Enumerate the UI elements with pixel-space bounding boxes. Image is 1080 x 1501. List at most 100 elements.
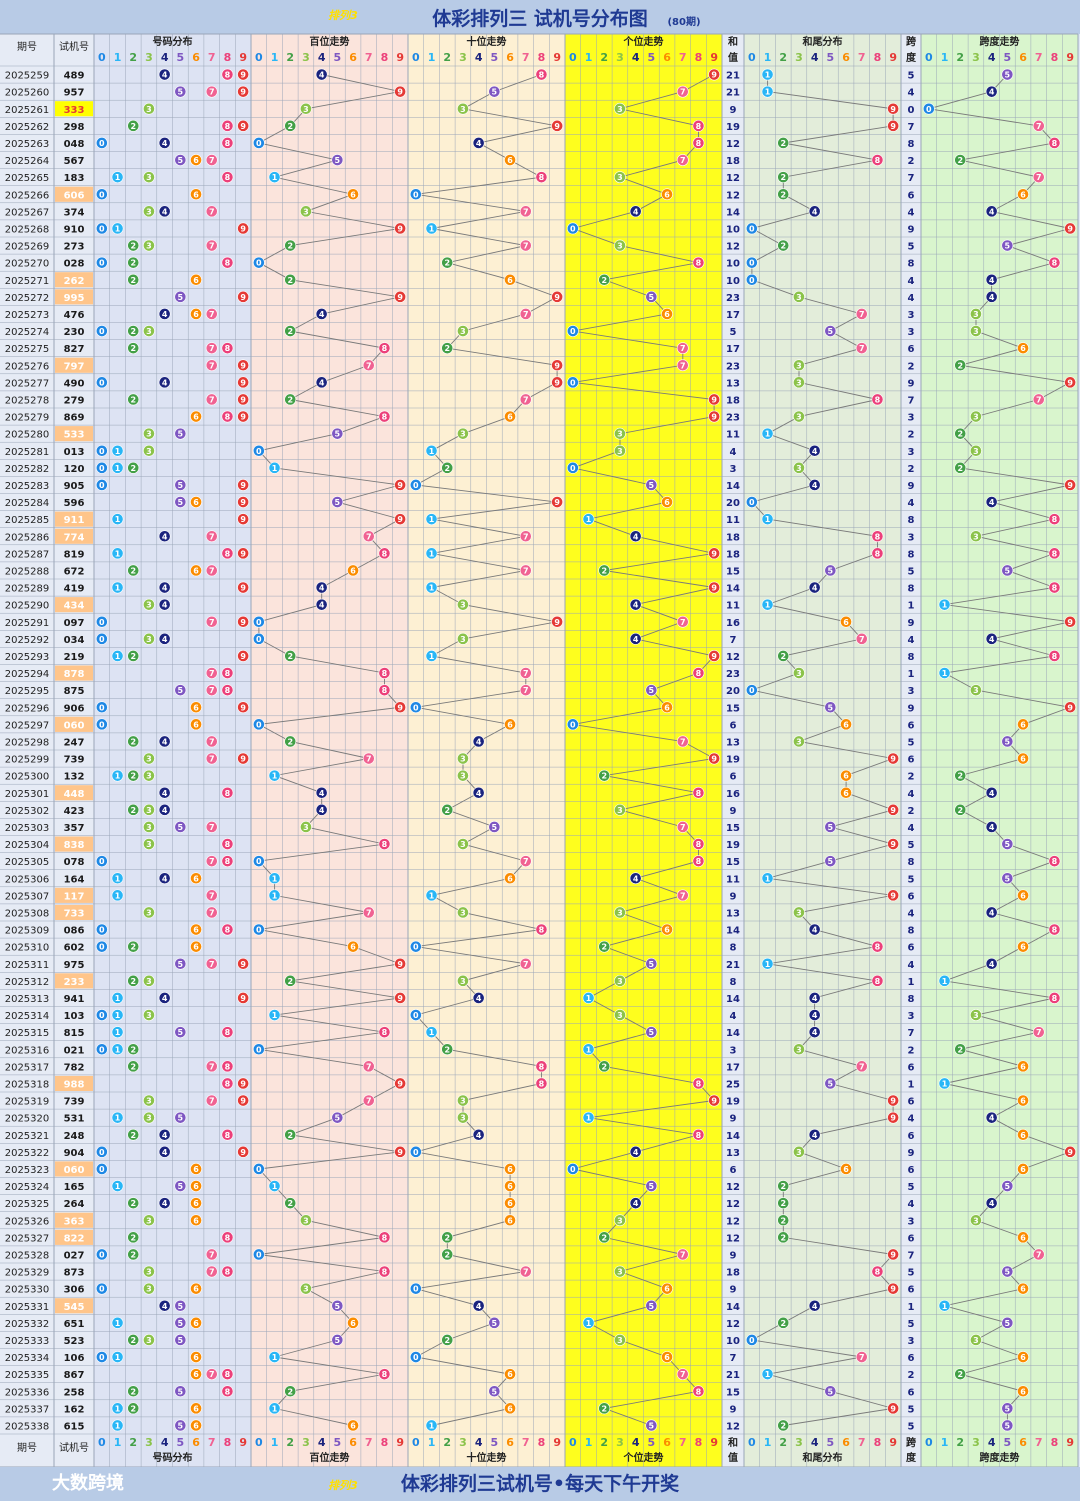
sum-value-cell: 15 bbox=[726, 703, 740, 714]
hun-trend-ball-digit: 2 bbox=[287, 242, 293, 251]
trial-number-cell: 878 bbox=[64, 669, 85, 680]
dist-ball: 9 bbox=[237, 992, 250, 1004]
dist-ball-digit: 6 bbox=[193, 1404, 199, 1413]
sum-value-cell: 15 bbox=[726, 857, 740, 868]
dist-ball-digit: 8 bbox=[225, 259, 231, 268]
dist-ball: 2 bbox=[127, 461, 140, 474]
dist-ball: 1 bbox=[111, 1043, 124, 1056]
ten-trend-ball-digit: 3 bbox=[460, 755, 466, 764]
dist-ball: 1 bbox=[111, 889, 124, 902]
spanT-trend-ball-digit: 8 bbox=[1052, 259, 1058, 268]
ten-trend-ball-circle bbox=[519, 308, 532, 320]
sum-value-cell: 9 bbox=[730, 1285, 737, 1296]
top-header-digit: 1 bbox=[428, 51, 436, 64]
dist-ball-circle bbox=[190, 923, 202, 936]
dist-ball-digit: 8 bbox=[225, 789, 231, 798]
ten-trend-ball-digit: 8 bbox=[539, 173, 545, 182]
ten-trend-ball: 3 bbox=[457, 1094, 469, 1107]
dist-ball-digit: 4 bbox=[162, 1148, 168, 1157]
spanT-trend-ball-circle bbox=[938, 598, 951, 611]
tail-trend-ball-circle bbox=[824, 325, 837, 337]
dist-ball-circle bbox=[143, 769, 155, 782]
dist-ball-circle bbox=[221, 137, 234, 149]
dist-ball-digit: 9 bbox=[240, 71, 246, 80]
top-header-sum-a: 和 bbox=[727, 35, 738, 48]
tail-trend-ball: 4 bbox=[808, 1026, 821, 1039]
sum-value-cell: 18 bbox=[726, 395, 740, 406]
tail-trend-ball-digit: 2 bbox=[780, 1199, 786, 1208]
dist-ball-digit: 6 bbox=[193, 1285, 199, 1294]
tail-trend-ball: 8 bbox=[871, 154, 884, 166]
uni-trend-ball: 4 bbox=[629, 872, 642, 885]
spanT-trend-ball: 3 bbox=[970, 444, 982, 457]
tail-trend-ball: 1 bbox=[761, 872, 774, 885]
dist-ball-digit: 0 bbox=[99, 447, 105, 456]
ten-trend-ball-digit: 1 bbox=[429, 584, 435, 593]
trial-number-cell: 523 bbox=[64, 1336, 85, 1347]
ten-trend-ball: 5 bbox=[488, 1385, 501, 1398]
sum-value-cell: 3 bbox=[730, 1045, 737, 1056]
spanT-trend-ball-digit: 5 bbox=[1005, 71, 1011, 80]
dist-ball: 0 bbox=[95, 1163, 108, 1175]
tail-trend-ball: 3 bbox=[793, 735, 805, 748]
footer-bar: 大数跨境 排列3 体彩排列三试机号•每天下午开奖 bbox=[0, 1467, 1080, 1501]
dist-ball-digit: 4 bbox=[162, 1199, 168, 1208]
uni-trend-ball-circle bbox=[598, 273, 611, 286]
tail-trend-ball-circle bbox=[761, 85, 774, 98]
hun-trend-ball-circle bbox=[378, 684, 391, 697]
sum-value-cell: 12 bbox=[726, 1421, 740, 1432]
dist-ball-circle bbox=[205, 1248, 218, 1261]
tail-trend-ball: 2 bbox=[777, 1180, 790, 1192]
uni-trend-ball-digit: 1 bbox=[586, 1114, 592, 1123]
bottom-header-sum-tail: 和尾分布 bbox=[802, 1451, 843, 1464]
ten-trend-ball-digit: 6 bbox=[507, 720, 513, 729]
dist-ball-digit: 5 bbox=[178, 1421, 184, 1430]
dist-ball-circle bbox=[237, 496, 250, 508]
dist-ball-digit: 9 bbox=[240, 88, 246, 97]
spanT-trend-ball: 6 bbox=[1017, 188, 1029, 201]
dist-ball: 0 bbox=[95, 701, 108, 714]
bottom-header-digit: 4 bbox=[811, 1436, 819, 1449]
span-value-cell: 6 bbox=[908, 943, 915, 954]
dist-ball: 9 bbox=[237, 752, 250, 765]
dist-ball: 3 bbox=[143, 444, 155, 457]
uni-trend-ball-digit: 5 bbox=[649, 1182, 655, 1191]
uni-trend-ball-circle bbox=[676, 342, 689, 355]
hun-trend-ball-circle bbox=[315, 68, 328, 81]
spanT-trend-ball-circle bbox=[985, 1111, 998, 1124]
footer-logo-text: 排列3 bbox=[328, 1479, 358, 1492]
top-header-digit: 1 bbox=[114, 51, 122, 64]
hun-trend-ball-circle bbox=[284, 1128, 297, 1141]
dist-ball-digit: 8 bbox=[225, 1387, 231, 1396]
ten-trend-ball: 4 bbox=[472, 1128, 485, 1141]
bottom-header-digit: 2 bbox=[443, 1436, 451, 1449]
ten-trend-ball: 6 bbox=[504, 1368, 516, 1381]
hun-trend-ball: 5 bbox=[331, 154, 344, 166]
spanT-trend-ball-circle bbox=[954, 769, 967, 782]
dist-ball-digit: 7 bbox=[209, 891, 215, 900]
spanT-trend-ball-circle bbox=[1001, 838, 1014, 850]
tail-trend-ball-digit: 9 bbox=[890, 122, 896, 131]
sum-value-cell: 17 bbox=[726, 310, 740, 321]
ten-trend-ball: 3 bbox=[457, 632, 469, 645]
dist-ball-circle bbox=[111, 769, 124, 782]
ten-trend-ball: 9 bbox=[551, 119, 564, 132]
tail-trend-ball-digit: 4 bbox=[812, 926, 818, 935]
uni-trend-ball-circle bbox=[614, 444, 626, 457]
spanT-trend-ball-digit: 5 bbox=[1005, 840, 1011, 849]
uni-trend-ball-digit: 3 bbox=[617, 430, 623, 439]
dist-ball-digit: 8 bbox=[225, 1028, 231, 1037]
hun-trend-ball-digit: 6 bbox=[350, 943, 356, 952]
uni-trend-ball-circle bbox=[566, 325, 579, 337]
dist-ball-circle bbox=[143, 632, 155, 645]
ten-trend-ball-digit: 3 bbox=[460, 105, 466, 114]
ten-trend-ball-digit: 9 bbox=[554, 498, 560, 507]
dist-ball: 3 bbox=[143, 239, 155, 252]
group3-highlight bbox=[55, 511, 93, 527]
dist-ball: 4 bbox=[158, 376, 171, 389]
hun-trend-ball-digit: 9 bbox=[397, 515, 403, 524]
dist-ball: 3 bbox=[143, 598, 155, 611]
uni-trend-ball: 3 bbox=[614, 444, 626, 457]
hun-trend-ball-digit: 4 bbox=[319, 789, 325, 798]
hun-trend-ball-digit: 2 bbox=[287, 977, 293, 986]
